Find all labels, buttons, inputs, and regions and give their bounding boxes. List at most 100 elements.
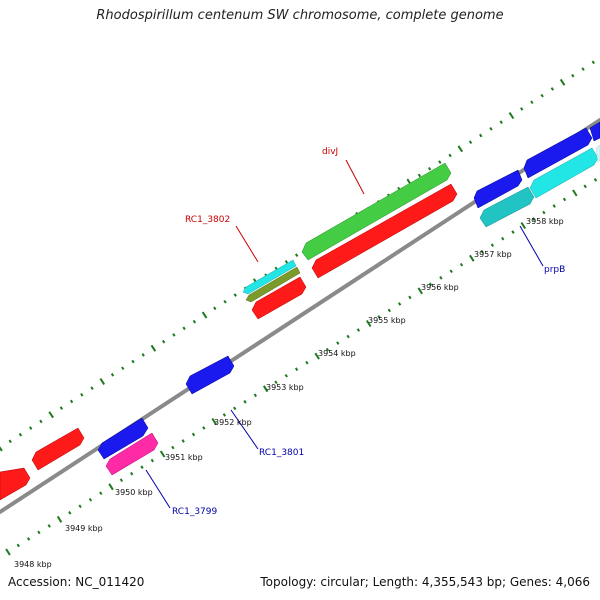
scale-label-3953: 3953 kbp <box>266 383 304 392</box>
lower-track-tick <box>408 295 412 300</box>
lower-track-tick <box>593 178 598 182</box>
lower-track-tick <box>171 445 175 450</box>
upper-track-tick <box>591 60 595 65</box>
lower-track-tick <box>284 373 288 378</box>
upper-track-tick <box>99 378 106 385</box>
lower-track-tick <box>294 367 299 372</box>
gene-divj[interactable] <box>301 162 452 261</box>
upper-track-tick <box>110 373 115 377</box>
lower-track-tick <box>211 417 217 425</box>
gene-upper-red-3949[interactable] <box>31 427 85 471</box>
leader-divj <box>345 159 365 195</box>
lower-track-tick <box>356 328 361 332</box>
lower-track-tick <box>56 515 63 523</box>
upper-track-tick <box>499 120 503 125</box>
lower-track-tick <box>583 184 587 189</box>
gene-rc1-3801[interactable] <box>185 355 235 395</box>
lower-track-tick <box>47 524 51 528</box>
upper-track-tick <box>29 426 33 430</box>
lower-track-tick <box>346 334 350 339</box>
lower-track-tick <box>191 432 196 437</box>
scale-label-3957: 3957 kbp <box>474 250 512 259</box>
gene-upper-blue-3957[interactable] <box>473 169 523 209</box>
upper-track-tick <box>182 326 186 331</box>
upper-track-tick <box>508 112 515 120</box>
upper-track-tick <box>448 153 452 158</box>
lower-track-tick <box>243 400 247 404</box>
lower-track-tick <box>428 282 433 287</box>
gene-lower-red-3955[interactable] <box>311 183 458 279</box>
genome-stats-label: Topology: circular; Length: 4,355,543 bp… <box>260 575 590 589</box>
upper-track-tick <box>213 306 217 311</box>
lower-track-tick <box>562 197 567 202</box>
lower-track-tick <box>377 315 381 319</box>
lower-track-tick <box>16 543 20 548</box>
gene-rc1-3802[interactable] <box>242 259 301 303</box>
upper-track-tick <box>131 359 135 364</box>
gene-rc1-3799[interactable] <box>105 432 159 476</box>
upper-track-tick <box>489 127 493 131</box>
leader-rc1-3799 <box>145 469 171 509</box>
lower-track-tick <box>108 483 114 491</box>
upper-track-tick <box>18 432 23 437</box>
gene-prpb[interactable] <box>479 186 535 228</box>
label-prpb: prpB <box>544 265 565 275</box>
upper-track-tick <box>457 145 464 153</box>
lower-track-tick <box>520 222 527 230</box>
upper-track-tick <box>438 160 442 164</box>
lower-track-tick <box>233 406 237 411</box>
upper-track-tick <box>559 78 566 86</box>
upper-track-tick <box>0 446 3 452</box>
upper-track-tick <box>150 344 157 352</box>
gene-lower-cyan-edge[interactable] <box>595 144 600 163</box>
upper-track-tick <box>530 100 534 105</box>
lower-track-tick <box>37 530 41 535</box>
lower-track-tick <box>150 458 154 463</box>
gene-upper-blue-3958[interactable] <box>523 127 593 179</box>
lower-track-tick <box>181 439 185 443</box>
upper-track-tick <box>8 439 12 444</box>
label-rc1-3802: RC1_3802 <box>185 215 230 225</box>
gene-upper-blue-edge[interactable] <box>589 121 600 142</box>
lower-track-tick <box>130 471 134 476</box>
scale-label-3952: 3952 kbp <box>214 418 252 427</box>
upper-track-tick <box>520 107 524 111</box>
lower-track-tick <box>511 230 515 234</box>
scale-label-3948: 3948 kbp <box>14 560 52 569</box>
lower-track-tick <box>490 243 495 247</box>
upper-track-tick <box>540 93 544 98</box>
lower-track-tick <box>314 352 320 360</box>
lower-track-tick <box>262 385 269 393</box>
lower-track-tick <box>439 275 443 280</box>
upper-track-tick <box>550 87 555 91</box>
lower-track-tick <box>159 450 166 458</box>
leader-rc1-3801 <box>230 409 259 450</box>
lower-track-tick <box>501 236 505 241</box>
gene-rc1-3800[interactable] <box>97 417 149 460</box>
lower-track-tick <box>449 269 453 274</box>
upper-track-tick <box>161 339 166 344</box>
upper-track-tick <box>192 319 197 324</box>
leader-prpb <box>519 225 544 267</box>
scale-label-3958: 3958 kbp <box>526 217 564 226</box>
label-divj: divJ <box>322 147 338 157</box>
lower-track-tick <box>469 254 475 262</box>
label-rc1-3801: RC1_3801 <box>259 448 304 458</box>
upper-track-tick <box>80 393 84 397</box>
upper-track-tick <box>468 140 473 144</box>
upper-track-tick <box>69 399 74 404</box>
upper-track-tick <box>223 299 227 304</box>
gene-upper-red-3948[interactable] <box>0 467 31 501</box>
lower-track-tick <box>68 511 72 515</box>
upper-track-tick <box>427 166 432 171</box>
upper-track-tick <box>284 260 289 264</box>
lower-track-tick <box>222 413 227 417</box>
upper-track-tick <box>479 133 483 138</box>
accession-label: Accession: NC_011420 <box>8 575 145 589</box>
upper-track-tick <box>59 406 64 410</box>
lower-track-tick <box>119 478 124 483</box>
scale-label-3951: 3951 kbp <box>165 453 203 462</box>
scale-label-3950: 3950 kbp <box>115 488 153 497</box>
gene-lower-red-3953[interactable] <box>251 276 307 320</box>
